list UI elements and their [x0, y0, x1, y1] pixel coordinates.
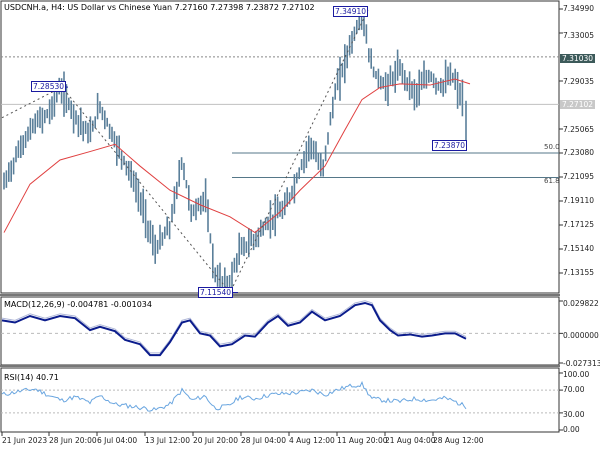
price-tick: 7.29035 — [563, 77, 595, 86]
price-tag-current-low: 7.23870 — [432, 140, 468, 151]
rsi-pane-frame — [0, 367, 560, 433]
price-tick: 7.23080 — [563, 148, 595, 157]
rsi-tick: 0.00 — [563, 425, 580, 434]
time-tick: 13 Jul 12:00 — [145, 436, 190, 445]
price-tick: 7.17125 — [563, 220, 595, 229]
price-tick: 7.15140 — [563, 244, 595, 253]
price-tick: 7.13155 — [563, 268, 595, 277]
macd-signal-line — [1, 300, 467, 354]
macd-tick: 0.000000 — [563, 331, 599, 340]
rsi-line — [1, 380, 467, 412]
price-tick: 7.34990 — [563, 4, 595, 13]
time-tick: 4 Aug 12:00 — [289, 436, 335, 445]
time-tick: 28 Jun 20:00 — [49, 436, 97, 445]
chart-header: USDCNH.a, H4: US Dollar vs Chinese Yuan … — [4, 3, 315, 13]
price-level-highlight: 7.31030 — [560, 54, 596, 63]
macd-main-line — [1, 301, 467, 357]
ohlc-values: 7.27160 7.27398 7.23872 7.27102 — [174, 3, 315, 12]
rsi-tick: 30.00 — [563, 410, 585, 419]
time-tick: 20 Jul 20:00 — [193, 436, 238, 445]
rsi-label: RSI(14) 40.71 — [4, 373, 59, 382]
time-tick: 28 Jul 04:00 — [241, 436, 286, 445]
rsi-tick: 100.00 — [563, 370, 590, 379]
price-tag-swing-high-1: 7.28530 — [31, 81, 67, 92]
moving-average-line — [3, 78, 471, 234]
macd-label: MACD(12,26,9) -0.004781 -0.001034 — [4, 300, 152, 309]
symbol-label: USDCNH.a, H4: — [4, 3, 65, 12]
price-tick: 7.21095 — [563, 172, 595, 181]
time-tick: 21 Aug 04:00 — [385, 436, 436, 445]
time-tick: 6 Jul 04:00 — [97, 436, 138, 445]
price-tag-swing-low: 7.11540 — [198, 287, 234, 298]
main-pane-frame — [0, 0, 560, 294]
zigzag-line — [1, 9, 369, 294]
price-tick: 7.33005 — [563, 31, 595, 40]
time-tick: 11 Aug 20:00 — [337, 436, 388, 445]
macd-tick: -0.027313 — [563, 359, 600, 368]
rsi-tick: 70.00 — [563, 385, 585, 394]
symbol-description: US Dollar vs Chinese Yuan — [67, 3, 173, 12]
time-tick: 28 Aug 12:00 — [433, 436, 484, 445]
fib-label-618: 61.8 — [544, 177, 560, 185]
price-tag-swing-high-2: 7.34910 — [333, 6, 369, 17]
price-tick: 7.25065 — [563, 125, 595, 134]
fib-label-50: 50.0 — [544, 143, 560, 151]
time-tick: 21 Jun 2023 — [2, 436, 48, 445]
price-tick: 7.19110 — [563, 196, 595, 205]
last-price-marker: 7.27102 — [560, 100, 596, 109]
macd-tick: 0.029822 — [563, 299, 599, 308]
